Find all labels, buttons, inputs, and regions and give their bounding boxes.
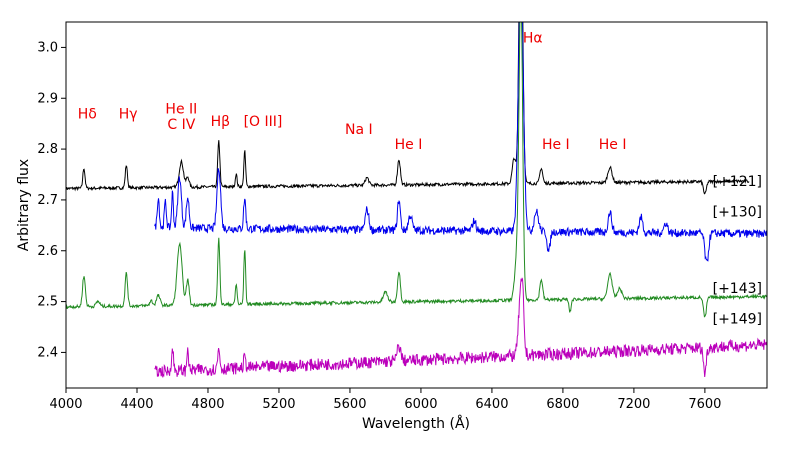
series-line [154, 22, 767, 262]
y-tick-label: 2.8 [37, 142, 58, 157]
line-annotation: Hα [523, 30, 543, 46]
x-axis: 4000 4400 4800 5200 5600 6000 6400 6800 7200 7600 [49, 388, 721, 412]
line-annotation: [O III] [244, 114, 283, 130]
line-annotation: He I [542, 137, 570, 153]
x-tick-label: 4000 [49, 397, 82, 412]
x-tick-label: 6000 [404, 397, 437, 412]
line-annotation: C IV [167, 117, 195, 133]
y-tick-label: 2.4 [37, 345, 58, 360]
y-tick-label: 3.0 [37, 40, 58, 55]
line-annotation: Hγ [119, 107, 138, 123]
x-tick-label: 6800 [546, 397, 579, 412]
x-tick-label: 7200 [617, 397, 650, 412]
line-annotation: Hδ [78, 107, 97, 123]
y-tick-label: 2.6 [37, 244, 58, 259]
y-tick-label: 2.9 [37, 91, 58, 106]
x-tick-label: 5600 [333, 397, 366, 412]
x-tick-label: 5200 [262, 397, 295, 412]
series-line [154, 277, 767, 378]
x-tick-label: 4400 [120, 397, 153, 412]
x-tick-label: 6400 [475, 397, 508, 412]
series-labels: [+121] [+130] [+143] [+149] [713, 174, 762, 327]
y-axis-label: Arbitrary flux [16, 159, 32, 251]
y-tick-label: 2.7 [37, 193, 58, 208]
x-tick-label: 4800 [191, 397, 224, 412]
y-tick-label: 2.5 [37, 295, 58, 310]
series-line [66, 22, 767, 318]
series-layer [66, 22, 767, 378]
series-label: [+143] [713, 281, 762, 297]
line-annotation: He I [395, 137, 423, 153]
x-axis-label: Wavelength (Å) [362, 415, 470, 432]
line-annotation: He I [599, 137, 627, 153]
plot-frame [65, 21, 768, 389]
series-label: [+149] [713, 311, 762, 327]
series-label: [+130] [713, 205, 762, 221]
series-line [66, 22, 750, 195]
x-tick-label: 7600 [688, 397, 721, 412]
line-annotation: He II [165, 102, 197, 118]
line-annotation: Na I [345, 122, 373, 138]
line-annotations: Hδ Hγ He IIC IV Hβ [O III] Na I He I Hα He I He I [78, 30, 627, 153]
y-axis: 2.4 2.5 2.6 2.7 2.8 2.9 3.0 [37, 40, 66, 360]
series-label: [+121] [713, 174, 762, 190]
line-annotation: Hβ [211, 114, 230, 130]
